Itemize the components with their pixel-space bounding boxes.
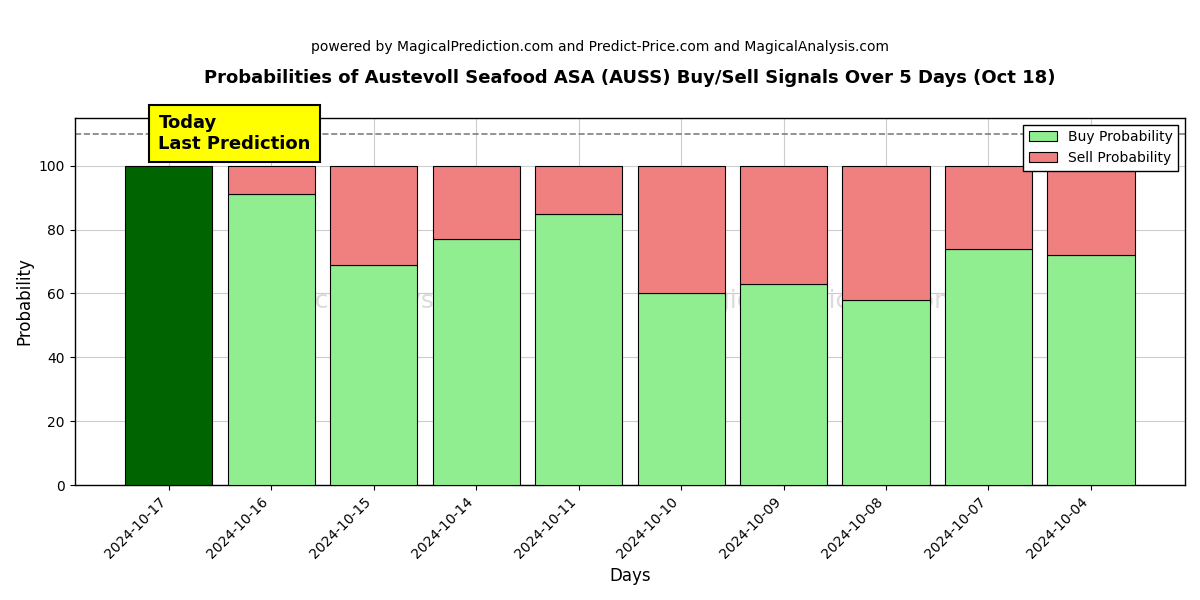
Bar (740, 166, 827, 284)
X-axis label: Days: Days (610, 567, 650, 585)
Bar (842, 300, 930, 485)
Text: MagicalPrediction.com: MagicalPrediction.com (678, 289, 959, 313)
Bar (944, 166, 1032, 249)
Bar (535, 214, 622, 485)
Legend: Buy Probability, Sell Probability: Buy Probability, Sell Probability (1024, 125, 1178, 171)
Text: MagicalAnalysis.com: MagicalAnalysis.com (256, 289, 516, 313)
Text: powered by MagicalPrediction.com and Predict-Price.com and MagicalAnalysis.com: powered by MagicalPrediction.com and Pre… (311, 40, 889, 54)
Bar (1048, 166, 1134, 255)
Bar (944, 249, 1032, 485)
Bar (1048, 255, 1134, 485)
Bar (740, 284, 827, 485)
Bar (330, 166, 418, 265)
Bar (535, 166, 622, 214)
Bar (330, 265, 418, 485)
Bar (125, 166, 212, 485)
Bar (228, 166, 314, 194)
Bar (637, 166, 725, 293)
Title: Probabilities of Austevoll Seafood ASA (AUSS) Buy/Sell Signals Over 5 Days (Oct : Probabilities of Austevoll Seafood ASA (… (204, 69, 1056, 87)
Bar (842, 166, 930, 300)
Bar (637, 293, 725, 485)
Bar (432, 166, 520, 239)
Bar (432, 239, 520, 485)
Y-axis label: Probability: Probability (16, 257, 34, 346)
Text: Today
Last Prediction: Today Last Prediction (158, 114, 311, 153)
Bar (228, 194, 314, 485)
